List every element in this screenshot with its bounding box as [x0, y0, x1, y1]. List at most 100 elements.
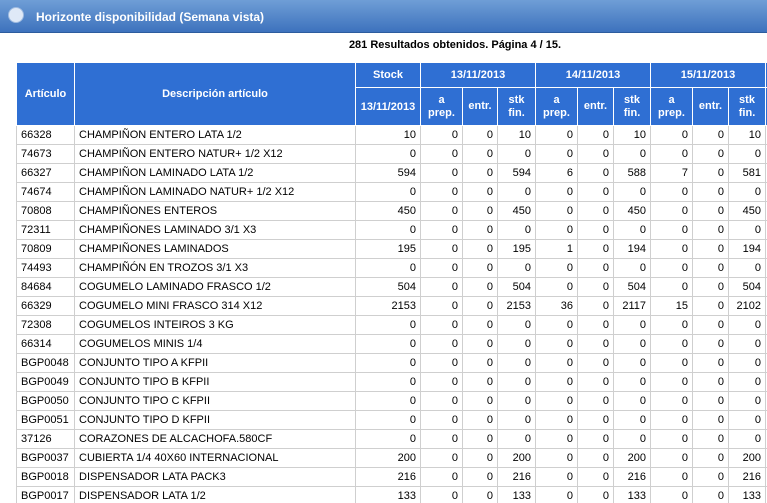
quantity: 0 [535, 486, 578, 503]
quantity: 0 [535, 410, 578, 430]
quantity: 0 [462, 144, 498, 164]
quantity: 0 [613, 144, 651, 164]
quantity: 2153 [497, 296, 536, 316]
quantity: 0 [577, 296, 614, 316]
results-info: 281 Resultados obtenidos. Página 4 / 15. [348, 39, 562, 51]
quantity: 0 [650, 144, 693, 164]
quantity: 0 [650, 125, 693, 145]
quantity: 200 [497, 448, 536, 468]
quantity: 0 [497, 429, 536, 449]
quantity: 594 [355, 163, 421, 183]
quantity: 504 [728, 277, 766, 297]
quantity: 0 [420, 144, 463, 164]
quantity: 216 [497, 467, 536, 487]
quantity: 0 [535, 144, 578, 164]
quantity: 0 [497, 353, 536, 373]
quantity: 10 [355, 125, 421, 145]
quantity: 0 [420, 315, 463, 335]
description: CUBIERTA 1/4 40X60 INTERNACIONAL [74, 448, 356, 468]
quantity: 216 [613, 467, 651, 487]
quantity: 0 [420, 410, 463, 430]
description: CHAMPIÑONES LAMINADOS [74, 239, 356, 259]
quantity: 0 [355, 429, 421, 449]
quantity: 0 [728, 334, 766, 354]
quantity: 0 [420, 258, 463, 278]
table-container: Artículo Descripción artículo Stock 13/11/2… [16, 62, 767, 503]
sub-header: entr. [577, 87, 614, 126]
table-row: 74674 CHAMPIÑON LAMINADO NATUR+ 1/2 X12 0 0… [16, 182, 767, 202]
description: CORAZONES DE ALCACHOFA.580CF [74, 429, 356, 449]
sub-header: entr. [462, 87, 498, 126]
quantity: 0 [650, 220, 693, 240]
table-row: 70808 CHAMPIÑONES ENTEROS 450 0 0 450 0 0 450 0 0 4… [16, 201, 767, 221]
quantity: 0 [535, 372, 578, 392]
quantity: 2117 [613, 296, 651, 316]
article-code: 66314 [16, 334, 75, 354]
quantity: 0 [577, 163, 614, 183]
quantity: 0 [728, 391, 766, 411]
quantity: 0 [355, 334, 421, 354]
quantity: 0 [535, 467, 578, 487]
description: CHAMPIÑON ENTERO NATUR+ 1/2 X12 [74, 144, 356, 164]
table-row: 66314 COGUMELOS MINIS 1/4 0 0 0 0 0 0 0 0 0 0 [16, 334, 767, 354]
quantity: 6 [535, 163, 578, 183]
quantity: 0 [462, 372, 498, 392]
quantity: 0 [420, 182, 463, 202]
quantity: 0 [692, 296, 729, 316]
quantity: 195 [497, 239, 536, 259]
quantity: 0 [650, 334, 693, 354]
date-header: 13/11/2013 [420, 62, 536, 88]
sub-header: a prep. [650, 87, 693, 126]
quantity: 0 [420, 429, 463, 449]
table-row: BGP0018 DISPENSADOR LATA PACK3 216 0 0 216 0 0 2… [16, 467, 767, 487]
quantity: 0 [577, 315, 614, 335]
quantity: 0 [535, 315, 578, 335]
quantity: 200 [728, 448, 766, 468]
article-code: 66328 [16, 125, 75, 145]
article-code: 74673 [16, 144, 75, 164]
sub-header: stk fin. [613, 87, 651, 126]
description: CHAMPIÑONES ENTEROS [74, 201, 356, 221]
description: DISPENSADOR LATA PACK3 [74, 467, 356, 487]
table-row: 72311 CHAMPIÑONES LAMINADO 3/1 X3 0 0 0 0 0 0 0 0… [16, 220, 767, 240]
quantity: 0 [650, 391, 693, 411]
title-bar: Horizonte disponibilidad (Semana vista) [0, 0, 767, 33]
quantity: 0 [420, 201, 463, 221]
quantity: 0 [420, 239, 463, 259]
quantity: 0 [692, 163, 729, 183]
header-row: 13/11/2013 a prep. entr. stk fin. a prep. ent… [17, 87, 767, 126]
quantity: 0 [650, 448, 693, 468]
quantity: 0 [355, 144, 421, 164]
date-header: 15/11/2013 [650, 62, 766, 88]
quantity: 0 [692, 467, 729, 487]
column-header: Descripción artículo [74, 62, 356, 126]
quantity: 0 [650, 467, 693, 487]
quantity: 216 [728, 467, 766, 487]
quantity: 0 [692, 239, 729, 259]
quantity: 133 [355, 486, 421, 503]
quantity: 10 [497, 125, 536, 145]
table-row: 84684 COGUMELO LAMINADO FRASCO 1/2 504 0 0 50… [16, 277, 767, 297]
table-row: BGP0048 CONJUNTO TIPO A KFPII 0 0 0 0 0 0 0 0 0 0 [16, 353, 767, 373]
table-row: BGP0050 CONJUNTO TIPO C KFPII 0 0 0 0 0 0 0 0 0 0 [16, 391, 767, 411]
quantity: 36 [535, 296, 578, 316]
quantity: 0 [497, 315, 536, 335]
quantity: 0 [692, 372, 729, 392]
quantity: 0 [420, 467, 463, 487]
quantity: 194 [728, 239, 766, 259]
quantity: 10 [728, 125, 766, 145]
quantity: 0 [535, 125, 578, 145]
quantity: 0 [420, 334, 463, 354]
sub-header: a prep. [420, 87, 463, 126]
quantity: 0 [355, 315, 421, 335]
table-row: BGP0051 CONJUNTO TIPO D KFPII 0 0 0 0 0 0 0 0 0 0 [16, 410, 767, 430]
quantity: 133 [613, 486, 651, 503]
article-code: 72311 [16, 220, 75, 240]
table-row: 66327 CHAMPIÑON LAMINADO LATA 1/2 594 0 0 594… [16, 163, 767, 183]
quantity: 0 [420, 125, 463, 145]
quantity: 0 [420, 277, 463, 297]
description: CHAMPIÑÓN EN TROZOS 3/1 X3 [74, 258, 356, 278]
quantity: 504 [497, 277, 536, 297]
quantity: 133 [728, 486, 766, 503]
